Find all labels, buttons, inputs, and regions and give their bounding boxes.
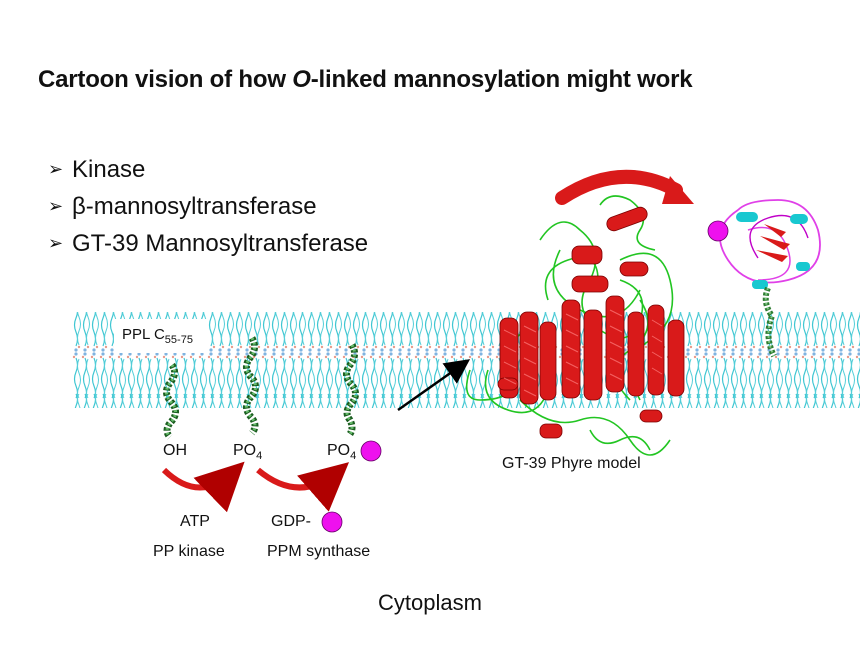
enzyme-ppm-synthase: PPM synthase (267, 543, 371, 560)
model-label: GT-39 Phyre model (502, 455, 641, 472)
transfer-arrow (555, 169, 683, 205)
page-title: Cartoon vision of how O-linked mannosyla… (38, 66, 693, 93)
lipid-head-oh: OH (163, 442, 187, 459)
mannose-on-lipid (360, 440, 382, 462)
substrate-gdp: GDP- (271, 513, 311, 530)
lipid-chain-oh (163, 362, 179, 440)
arrow-to-model (397, 359, 471, 412)
bullet-arrow-icon: ➢ (48, 159, 64, 179)
lipid-head-po4-mannose: PO4 (327, 442, 357, 462)
mannose-gdp (321, 511, 343, 533)
lipid-chain-po4-1 (243, 336, 259, 436)
bullet-item: ➢ GT-39 Mannosyltransferase (48, 226, 368, 263)
membrane-label-box (114, 319, 208, 353)
enzyme-pp-kinase: PP kinase (153, 543, 225, 560)
target-protein-model (719, 199, 821, 358)
lipid-head-po4: PO4 (233, 442, 263, 462)
membrane-label: PPL C55-75 (122, 326, 193, 346)
bullet-item: ➢ β-mannosyltransferase (48, 189, 368, 226)
bullet-list: ➢ Kinase ➢ β-mannosyltransferase ➢ GT-39 Ma… (48, 152, 368, 263)
mannose-target (707, 220, 729, 242)
bullet-item: ➢ Kinase (48, 152, 368, 189)
reaction-arrow-kinase (161, 461, 245, 513)
substrate-atp: ATP (180, 513, 210, 530)
bullet-arrow-icon: ➢ (48, 196, 64, 216)
compartment-label: Cytoplasm (378, 590, 482, 615)
reaction-arrow-synthase (256, 462, 350, 512)
bullet-arrow-icon: ➢ (48, 233, 64, 253)
